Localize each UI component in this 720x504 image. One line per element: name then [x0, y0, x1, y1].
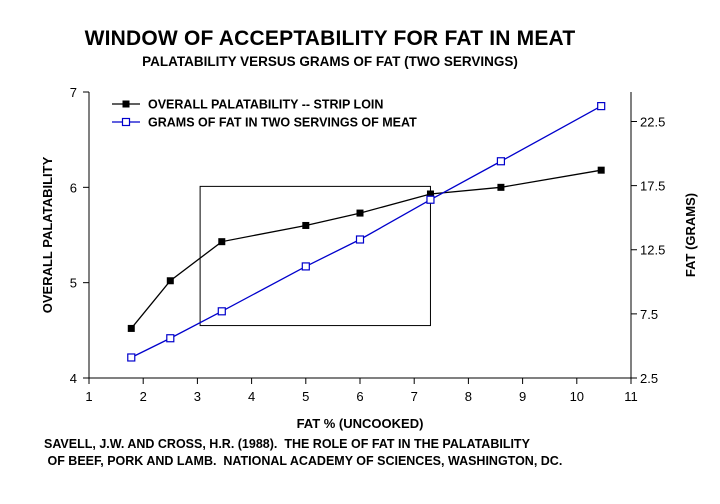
series-2-point [496, 157, 506, 166]
series-2-point [355, 235, 365, 244]
x-tick-label: 8 [465, 389, 472, 404]
series-2-point [217, 307, 226, 316]
series-1-point [356, 209, 364, 217]
series-1-point [497, 183, 505, 191]
legend-marker [122, 100, 130, 108]
source-line-2: OF BEEF, PORK AND LAMB. NATIONAL ACADEMY… [44, 454, 563, 468]
y2-tick-label: 2.5 [640, 371, 658, 386]
y-tick-label: 6 [70, 180, 77, 195]
series-1-point [218, 238, 226, 246]
axes-group: 1 2 3 4 5 6 7 8 9 10 11 4 5 6 7 2.5 7.5 12.5 17.5 22.5 [70, 85, 666, 404]
series-1-point [426, 190, 434, 198]
x-tick-label: 2 [140, 389, 147, 404]
series-1-point [597, 166, 605, 174]
chart-title: WINDOW OF ACCEPTABILITY FOR FAT IN MEAT [84, 27, 576, 50]
series-2-point [426, 195, 435, 204]
y2-tick-label: 12.5 [640, 243, 665, 258]
series-2-point [127, 353, 136, 362]
y-tick-label: 4 [70, 371, 77, 386]
y2-tick-label: 7.5 [640, 307, 658, 322]
series-2-point [597, 102, 606, 111]
chart-subtitle: PALATABILITY VERSUS GRAMS OF FAT (TWO SE… [142, 54, 518, 69]
legend-label: GRAMS OF FAT IN TWO SERVINGS OF MEAT [148, 116, 417, 130]
series-1-point [166, 277, 174, 285]
x-tick-label: 3 [194, 389, 201, 404]
y2-tick-label: 22.5 [640, 114, 665, 129]
x-axis-label: FAT % (UNCOOKED) [297, 416, 424, 431]
series-2-point [166, 334, 175, 343]
source-line-1: SAVELL, J.W. AND CROSS, H.R. (1988). THE… [44, 437, 530, 451]
legend: OVERALL PALATABILITY -- STRIP LOIN GRAMS … [112, 98, 417, 130]
source-note: SAVELL, J.W. AND CROSS, H.R. (1988). THE… [44, 436, 562, 470]
series-2-line [130, 105, 602, 359]
legend-marker [121, 117, 131, 127]
x-tick-label: 5 [302, 389, 309, 404]
series-1-line [130, 169, 602, 329]
acceptability-window-rect [199, 185, 431, 327]
y-tick-label: 5 [70, 276, 77, 291]
x-tick-label: 7 [411, 389, 418, 404]
y-tick-label: 7 [70, 85, 77, 100]
y2-axis-label: FAT (GRAMS) [683, 193, 698, 277]
x-tick-label: 6 [356, 389, 363, 404]
x-tick-label: 11 [624, 389, 638, 404]
y2-tick-label: 17.5 [640, 179, 665, 194]
x-tick-label: 4 [248, 389, 255, 404]
x-tick-label: 10 [570, 389, 584, 404]
series-2-point [301, 262, 310, 271]
x-tick-label: 1 [85, 389, 92, 404]
x-tick-label: 9 [519, 389, 526, 404]
series-1-point [302, 221, 310, 229]
series-group [127, 102, 606, 362]
series-1-point [127, 324, 135, 332]
legend-label: OVERALL PALATABILITY -- STRIP LOIN [148, 98, 383, 112]
y-axis-label: OVERALL PALATABILITY [40, 156, 55, 313]
annotations-group [199, 185, 431, 327]
